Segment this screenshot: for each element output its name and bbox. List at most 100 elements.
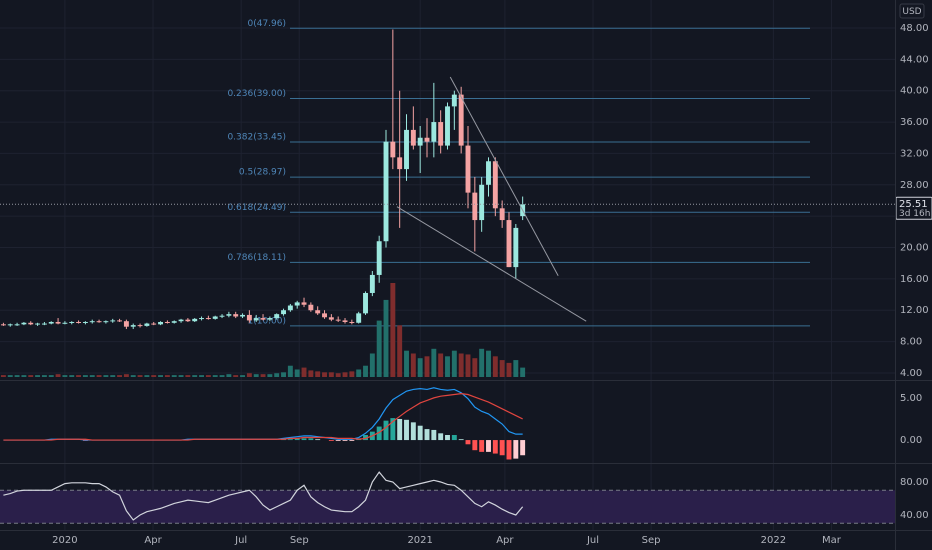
volume-bar	[171, 375, 177, 377]
candle-body	[55, 321, 61, 324]
candle-body	[465, 145, 471, 193]
candle-body	[363, 292, 368, 314]
macd-histogram-bar	[363, 435, 368, 441]
volume-bar	[219, 375, 225, 377]
y-tick-label: 5.00	[900, 393, 922, 404]
volume-bar	[335, 373, 341, 377]
countdown: 3d 16h	[899, 209, 930, 219]
candle-body	[506, 220, 512, 268]
volume-bar	[390, 283, 396, 377]
candle-body	[76, 321, 82, 323]
volume-bar	[410, 353, 416, 377]
candle-body	[226, 314, 232, 316]
macd-histogram-bar	[520, 440, 526, 456]
candle-body	[404, 129, 409, 170]
y-tick-label: 32.00	[900, 148, 929, 159]
volume-bar	[383, 299, 389, 377]
trendline	[449, 76, 559, 276]
macd-histogram-bar	[472, 440, 478, 451]
macd-histogram-bar	[513, 440, 519, 459]
candle-body	[62, 322, 68, 324]
candle-body	[397, 157, 403, 170]
candle-body	[246, 314, 252, 321]
volume-bar	[48, 375, 54, 377]
y-tick-label: 28.00	[900, 180, 929, 191]
volume-bar	[499, 360, 505, 377]
volume-bar	[21, 375, 27, 377]
volume-bar	[445, 356, 450, 377]
volume-bar	[376, 320, 382, 377]
macd-histogram-bar	[431, 429, 437, 441]
volume-bar	[472, 358, 478, 377]
volume-bar	[486, 350, 491, 377]
volume-bar	[178, 375, 184, 377]
macd-histogram-bar	[404, 419, 409, 441]
candle-body	[199, 318, 205, 320]
candle-body	[451, 94, 457, 107]
fib-label: 0(47.96)	[247, 19, 286, 29]
volume-bar	[7, 375, 13, 377]
volume-bar	[69, 375, 75, 377]
fib-label: 0.236(39.00)	[227, 89, 286, 99]
volume-bar	[492, 356, 498, 377]
volume-bar	[301, 367, 307, 377]
volume-bar	[205, 375, 211, 377]
macd-histogram-bar	[451, 435, 457, 441]
y-tick-label: 4.00	[900, 368, 922, 379]
x-tick-label: Jul	[234, 535, 247, 546]
candle-body	[513, 227, 519, 268]
x-tick-label: 2020	[52, 535, 77, 546]
candle-body	[151, 323, 157, 325]
candle-body	[260, 318, 266, 320]
macd-histogram-bar	[308, 438, 314, 441]
candle-body	[274, 314, 280, 319]
volume-bar	[342, 372, 348, 377]
candle-body	[479, 184, 485, 221]
volume-bar	[41, 375, 47, 377]
volume-bar	[35, 375, 41, 377]
y-tick-label: 44.00	[900, 54, 929, 65]
candle-body	[14, 324, 20, 326]
rsi-band	[0, 490, 895, 524]
candle-body	[82, 321, 88, 323]
candle-body	[424, 137, 430, 142]
volume-bar	[369, 353, 375, 377]
candle-body	[178, 319, 184, 322]
volume-bar	[506, 362, 512, 377]
x-tick-label: Mar	[822, 535, 842, 546]
macd-histogram-bar	[492, 440, 498, 454]
volume-bar	[158, 375, 164, 377]
candle-body	[315, 310, 321, 314]
rsi-line	[3, 471, 524, 521]
volume-bar	[458, 353, 464, 377]
volume-bar	[144, 375, 150, 377]
volume-bar	[260, 374, 266, 377]
macd-histogram-bar	[465, 440, 471, 445]
candle-body	[233, 314, 239, 317]
candle-body	[328, 317, 334, 320]
macd-histogram-bar	[342, 440, 348, 441]
volume-bar	[322, 372, 327, 377]
candle-body	[253, 318, 259, 321]
volume-bar	[14, 375, 20, 377]
plot: 2020 Apr Jul Sep 2021 Apr Jul Sep 2022 Mar 4.00 8.0…	[0, 19, 932, 546]
macd-histogram-bar	[376, 426, 382, 441]
candle-body	[369, 274, 375, 293]
volume-bar	[103, 375, 109, 377]
volume-bar	[363, 365, 368, 377]
candle-body	[349, 321, 355, 323]
y-tick-label: 48.00	[900, 23, 929, 34]
y-tick-label: 16.00	[900, 274, 929, 285]
candle-body	[205, 318, 211, 320]
volume-bar	[479, 348, 485, 377]
candle-body	[445, 106, 450, 146]
macd-histogram-bar	[445, 435, 450, 441]
volume-bar	[185, 375, 191, 377]
candle-body	[110, 320, 116, 322]
volume-bar	[55, 374, 61, 377]
volume-bar	[117, 375, 123, 377]
candle-body	[21, 322, 27, 325]
volume-bar	[240, 375, 245, 377]
